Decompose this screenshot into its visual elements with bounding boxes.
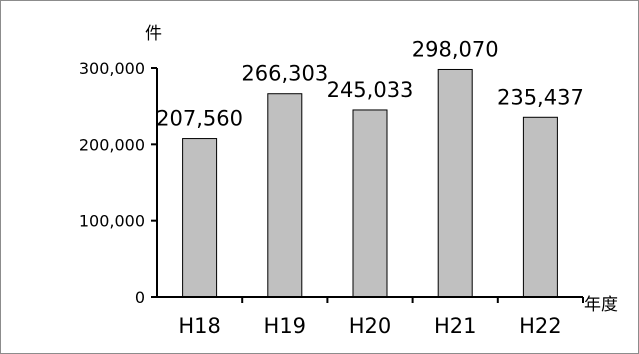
y-tick-label: 100,000: [79, 212, 145, 231]
x-axis-unit-label: 年度: [584, 295, 618, 315]
bar-h18: [182, 138, 218, 298]
y-tick-label: 300,000: [79, 59, 145, 78]
y-axis-unit-label: 件: [145, 24, 162, 44]
x-category-label: H18: [178, 314, 221, 338]
bar-h22: [522, 116, 558, 298]
x-category-label: H20: [349, 314, 392, 338]
x-category-label: H19: [264, 314, 307, 338]
x-categories: H18 H19 H20 H21 H22: [178, 297, 584, 338]
data-label-h19: 266,303: [241, 62, 328, 86]
data-label-h18: 207,560: [156, 107, 243, 131]
bar-h19: [267, 93, 303, 298]
x-category-label: H22: [519, 314, 562, 338]
data-label-h22: 235,437: [497, 85, 584, 109]
x-category-label: H21: [434, 314, 477, 338]
y-tick-label: 0: [135, 288, 145, 307]
bar-h21: [437, 68, 473, 298]
data-label-h20: 245,033: [327, 78, 414, 102]
y-ticks: 0 100,000 200,000 300,000: [79, 59, 157, 307]
data-label-h21: 298,070: [412, 37, 499, 61]
y-tick-label: 200,000: [79, 135, 145, 154]
bar-h20: [352, 109, 388, 298]
